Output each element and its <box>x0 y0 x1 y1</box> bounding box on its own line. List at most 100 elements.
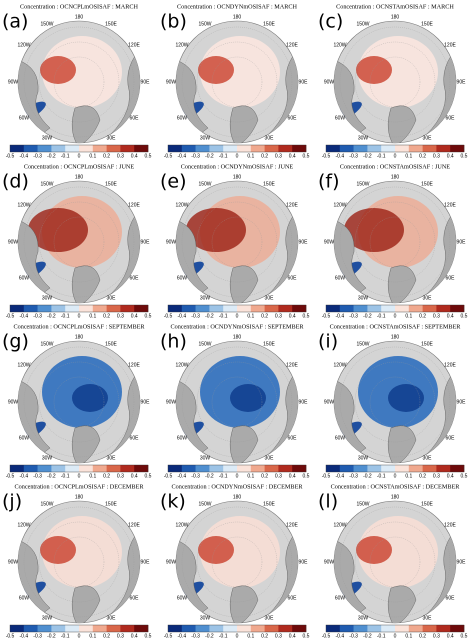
longitude-label: 180 <box>391 14 400 20</box>
land <box>229 425 259 463</box>
sea-ice <box>42 36 122 108</box>
latitude-line <box>38 201 120 283</box>
colorbar-segment <box>181 465 196 472</box>
panel: Concentration : OCNDYNmOSISAF : MARCH 180… <box>160 3 310 159</box>
longitude-label: 90E <box>141 239 151 245</box>
longitude-label: 60W <box>335 435 346 441</box>
colorbar-tick-label: -0.1 <box>377 153 386 159</box>
colorbar-tick-label: -0.1 <box>377 633 386 639</box>
colorbar-tick-label: 0.1 <box>405 153 412 159</box>
colorbar-tick-label: -0.3 <box>191 313 200 319</box>
land <box>71 585 101 623</box>
latitude-line <box>196 41 278 123</box>
colorbar-tick-label: -0.2 <box>363 153 372 159</box>
colorbar-frame <box>325 624 465 633</box>
anomaly <box>72 384 108 412</box>
colorbar-segment <box>92 145 107 152</box>
colorbar-segment <box>195 625 210 632</box>
colorbar-tick-label: -0.5 <box>6 153 15 159</box>
colorbar-tick-label: 0.1 <box>405 473 412 479</box>
colorbar-tick-label: -0.5 <box>322 473 331 479</box>
colorbar-tick-label: -0.1 <box>219 153 228 159</box>
latitude-line <box>369 536 421 588</box>
colorbar-tick-label: -0.5 <box>6 633 15 639</box>
longitude-label: 90E <box>141 399 151 405</box>
longitude-label: 120W <box>175 362 188 368</box>
panel-title: Concentration : OCNDYNmOSISAF : SEPTEMBE… <box>170 323 304 330</box>
panel-title: Concentration : OCNSTAmOSISAF : DECEMBER <box>331 483 461 490</box>
longitude-label: 180 <box>391 174 400 180</box>
colorbar-segment <box>134 625 149 632</box>
colorbar-segment <box>436 145 451 152</box>
land <box>176 214 209 303</box>
colorbar-segment <box>120 145 135 152</box>
colorbar-tick-label: 0.4 <box>447 633 454 639</box>
longitude-label: 150E <box>421 341 433 347</box>
panel-title: Concentration : OCNSTAmOSISAF : MARCH <box>336 3 454 10</box>
colorbar-segment <box>10 465 25 472</box>
colorbar-segment <box>436 305 451 312</box>
colorbar-segment <box>195 145 210 152</box>
longitude-label: 120E <box>444 42 456 48</box>
colorbar-segment <box>367 305 382 312</box>
colorbar-frame <box>325 304 465 313</box>
panel-title: Concentration : OCNCPLmOSISAF : JUNE <box>24 163 135 170</box>
longitude-label: 120W <box>17 362 30 368</box>
latitude-line <box>181 506 293 618</box>
panel: Concentration : OCNDYNmOSISAF : JUNE 180 1… <box>160 163 310 319</box>
colorbar-tick-label: 0 <box>236 633 239 639</box>
colorbar-segment <box>37 465 52 472</box>
colorbar-tick-label: -0.5 <box>322 633 331 639</box>
panel-label: (h) <box>160 331 187 353</box>
panel-title: Concentration : OCNDYNmOSISAF : MARCH <box>177 3 298 10</box>
colorbar-segment <box>106 465 121 472</box>
colorbar-tick-label: 0.1 <box>89 313 96 319</box>
land <box>229 105 259 143</box>
colorbar-tick-label: -0.3 <box>33 313 42 319</box>
colorbar-segment <box>181 145 196 152</box>
colorbar-tick-label: 0.2 <box>261 313 268 319</box>
colorbar-segment <box>23 305 38 312</box>
longitude-label: 90E <box>457 239 467 245</box>
colorbar-tick-label: 0.1 <box>89 153 96 159</box>
longitude-label: 150W <box>40 501 53 507</box>
colorbar-segment <box>339 305 354 312</box>
longitude-label: 180 <box>75 334 84 340</box>
colorbar-segment <box>292 625 307 632</box>
colorbar-tick-label: -0.2 <box>205 633 214 639</box>
longitude-label: 150E <box>105 501 117 507</box>
colorbar-tick-label: -0.1 <box>377 473 386 479</box>
colorbar-tick-label: -0.2 <box>47 313 56 319</box>
colorbar-segment <box>134 305 149 312</box>
colorbar-tick-label: -0.4 <box>19 313 28 319</box>
colorbar-tick-label: -0.4 <box>177 633 186 639</box>
colorbar-segment <box>422 465 437 472</box>
latitude-line <box>354 41 436 123</box>
colorbar-segment <box>134 145 149 152</box>
longitude-label: 60W <box>177 595 188 601</box>
latitude-line <box>211 376 263 428</box>
longitude-label: 30W <box>358 295 369 301</box>
colorbar-segment <box>395 145 410 152</box>
latitude-line <box>196 361 278 443</box>
panel-title: Concentration : OCNDYNmOSISAF : DECEMBER <box>172 483 304 490</box>
colorbar-tick-label: -0.4 <box>177 153 186 159</box>
land <box>18 214 51 303</box>
colorbar-tick-label: 0.4 <box>131 313 138 319</box>
colorbar-segment <box>10 145 25 152</box>
colorbar-tick-label: -0.3 <box>33 473 42 479</box>
panel: Concentration : OCNDYNmOSISAF : SEPTEMBE… <box>160 323 310 479</box>
colorbar-segment <box>250 145 265 152</box>
longitude-label: 90E <box>299 399 309 405</box>
longitude-label: 60E <box>130 115 140 121</box>
colorbar-segment <box>436 625 451 632</box>
longitude-label: 180 <box>75 174 84 180</box>
colorbar-segment <box>51 305 66 312</box>
latitude-line <box>196 201 278 283</box>
colorbar-tick-label: -0.5 <box>164 153 173 159</box>
latitude-line <box>181 346 293 458</box>
longitude-label: 90E <box>457 399 467 405</box>
colorbar-segment <box>381 465 396 472</box>
anomaly <box>230 384 266 412</box>
colorbar-tick-label: -0.1 <box>61 153 70 159</box>
